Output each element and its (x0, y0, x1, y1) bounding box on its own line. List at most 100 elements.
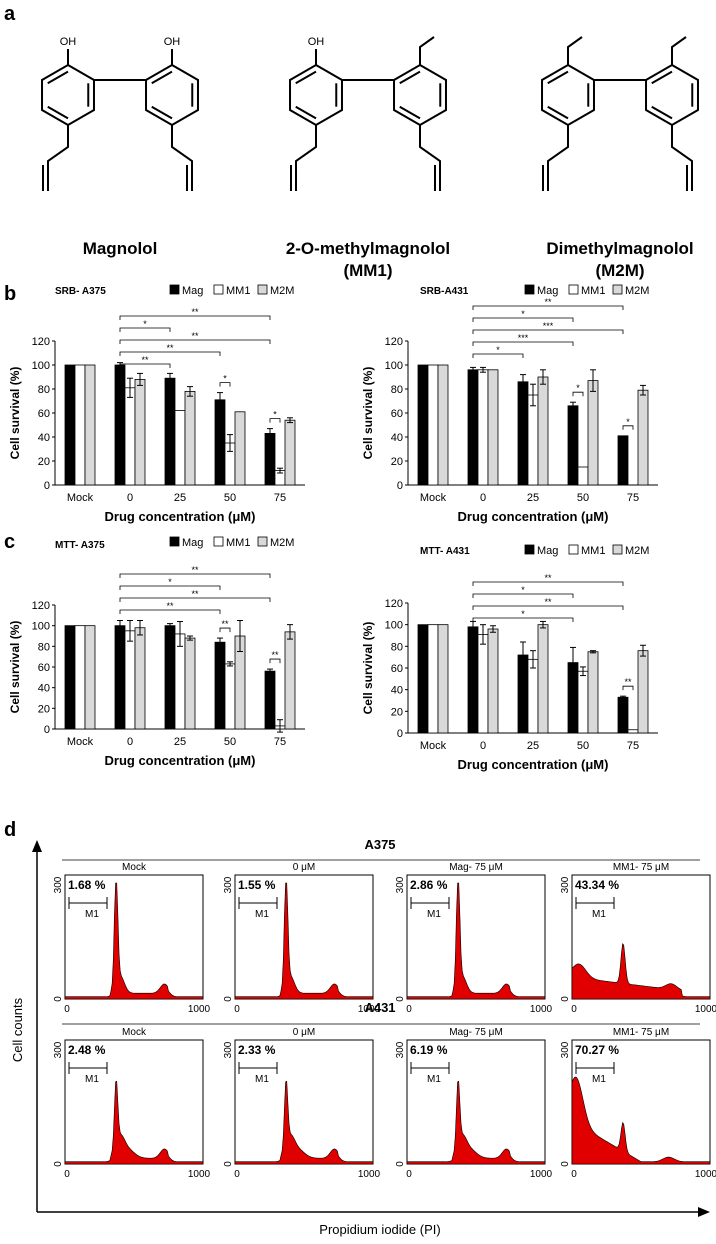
x-tick-label: 50 (224, 736, 236, 748)
substituent-right-0: OH (164, 36, 181, 48)
bar-mm1 (527, 394, 539, 486)
bar-mm1 (74, 364, 86, 486)
panel-label-a: a (4, 3, 16, 25)
x-tick-label: 75 (627, 740, 639, 752)
legend-label-m2m: M2M (625, 545, 649, 557)
significance-label: ** (166, 601, 174, 611)
x-tick-label: 50 (577, 740, 589, 752)
gate-label: M1 (255, 909, 269, 920)
significance-bracket (572, 391, 584, 397)
y-tick-label: 40 (391, 685, 403, 697)
double-bond (151, 70, 173, 85)
y-tick-label: 300 (53, 876, 64, 893)
x-tick-label: 1000 (530, 1169, 553, 1180)
legend-label-mm1: MM1 (226, 537, 250, 549)
y-tick-label: 120 (32, 336, 50, 348)
benzene-ring-right-0 (145, 63, 199, 127)
y-tick-label: 0 (223, 996, 234, 1002)
legend-label-mag: Mag (182, 285, 203, 297)
significance-bracket (219, 627, 231, 633)
significance-label: * (273, 410, 277, 420)
allyl-chain-right-1 (419, 125, 441, 191)
bar-m2m (537, 376, 549, 486)
y-tick-label: 120 (385, 598, 403, 610)
gate-label: M1 (592, 909, 606, 920)
dna-histogram (571, 1076, 711, 1165)
y-tick-label: 0 (397, 480, 403, 492)
x-tick-label: 75 (274, 736, 286, 748)
x-tick-label: 0 (64, 1004, 70, 1015)
significance-label: * (143, 319, 147, 329)
histogram-title: MM1- 75 μM (613, 862, 669, 873)
significance-label: ** (544, 297, 552, 307)
chart-title: MTT- A375 (55, 540, 105, 551)
apoptosis-percent: 2.86 % (410, 878, 448, 892)
y-tick-label: 40 (38, 432, 50, 444)
compound-name-magnolol: Magnolol (83, 239, 158, 258)
y-tick-label: 20 (38, 456, 50, 468)
bar-chart-mtt-a431: MTT- A431 Mag MM1 M2M 0 20 40 60 80 100 120 Cell su… (361, 544, 658, 772)
bar-m2m (637, 389, 649, 486)
x-tick-label: 0 (406, 1169, 412, 1180)
histogram-frame (64, 1039, 204, 1165)
compound-name-m2m: Dimethylmagnolol (546, 239, 693, 258)
y-tick-label: 300 (53, 1041, 64, 1058)
y-tick-label: 100 (32, 621, 50, 633)
bar-mm1 (124, 387, 136, 486)
y-tick-label: 80 (38, 641, 50, 653)
y-tick-label: 60 (391, 663, 403, 675)
substituent-right-1 (419, 36, 435, 65)
chemical-structures: OH OH OH (41, 36, 699, 191)
histogram-title: Mock (122, 1027, 147, 1038)
significance-bracket (472, 353, 524, 358)
legend-swatch-mm1 (213, 536, 224, 547)
significance-bracket (472, 593, 574, 598)
y-tick-label: 100 (32, 360, 50, 372)
bar-mag (617, 435, 629, 486)
significance-label: * (496, 345, 500, 355)
legend-swatch-m2m (257, 284, 268, 295)
significance-bracket (119, 351, 221, 356)
x-tick-label: Mock (67, 492, 94, 504)
y-tick-label: 60 (38, 408, 50, 420)
significance-bracket (472, 329, 624, 334)
bar-mag (467, 369, 479, 486)
bar-m2m (284, 631, 296, 730)
panel-label-c: c (4, 531, 15, 553)
y-tick-label: 20 (391, 456, 403, 468)
x-tick-label: Mock (67, 736, 94, 748)
x-tick-label: 1000 (695, 1004, 716, 1015)
double-bond (651, 105, 673, 120)
y-axis-label: Cell survival (%) (361, 622, 375, 715)
significance-bracket (622, 425, 634, 430)
histogram-title: 0 μM (293, 862, 315, 873)
x-tick-label: Mock (420, 740, 447, 752)
legend-label-mag: Mag (182, 537, 203, 549)
substituent-right-2 (671, 36, 687, 65)
compound-abbr-m2m: (M2M) (595, 261, 644, 280)
benzene-ring-left-1 (289, 63, 343, 127)
x-tick-label: 0 (64, 1169, 70, 1180)
y-tick-label: 300 (223, 1041, 234, 1058)
gate-label: M1 (255, 1074, 269, 1085)
benzene-ring-left-2 (541, 63, 595, 127)
double-bond (47, 70, 69, 85)
substituent-left-2 (567, 36, 583, 65)
y-tick-label: 0 (395, 996, 406, 1002)
x-tick-label: 1000 (695, 1169, 716, 1180)
legend-label-mm1: MM1 (581, 285, 605, 297)
significance-bracket (119, 609, 221, 614)
y-tick-label: 300 (395, 876, 406, 893)
bar-mag (164, 625, 176, 730)
x-tick-label: 0 (127, 736, 133, 748)
significance-bracket (472, 581, 624, 586)
cell-line-label: A375 (364, 837, 395, 852)
chart-title: SRB-A431 (420, 286, 469, 297)
y-tick-label: 0 (223, 1161, 234, 1167)
significance-label: * (576, 383, 580, 393)
significance-bracket (119, 363, 171, 368)
allyl-chain-right-2 (671, 125, 693, 191)
allyl-chain-left-0 (47, 125, 69, 191)
bar-mm1 (124, 630, 136, 730)
